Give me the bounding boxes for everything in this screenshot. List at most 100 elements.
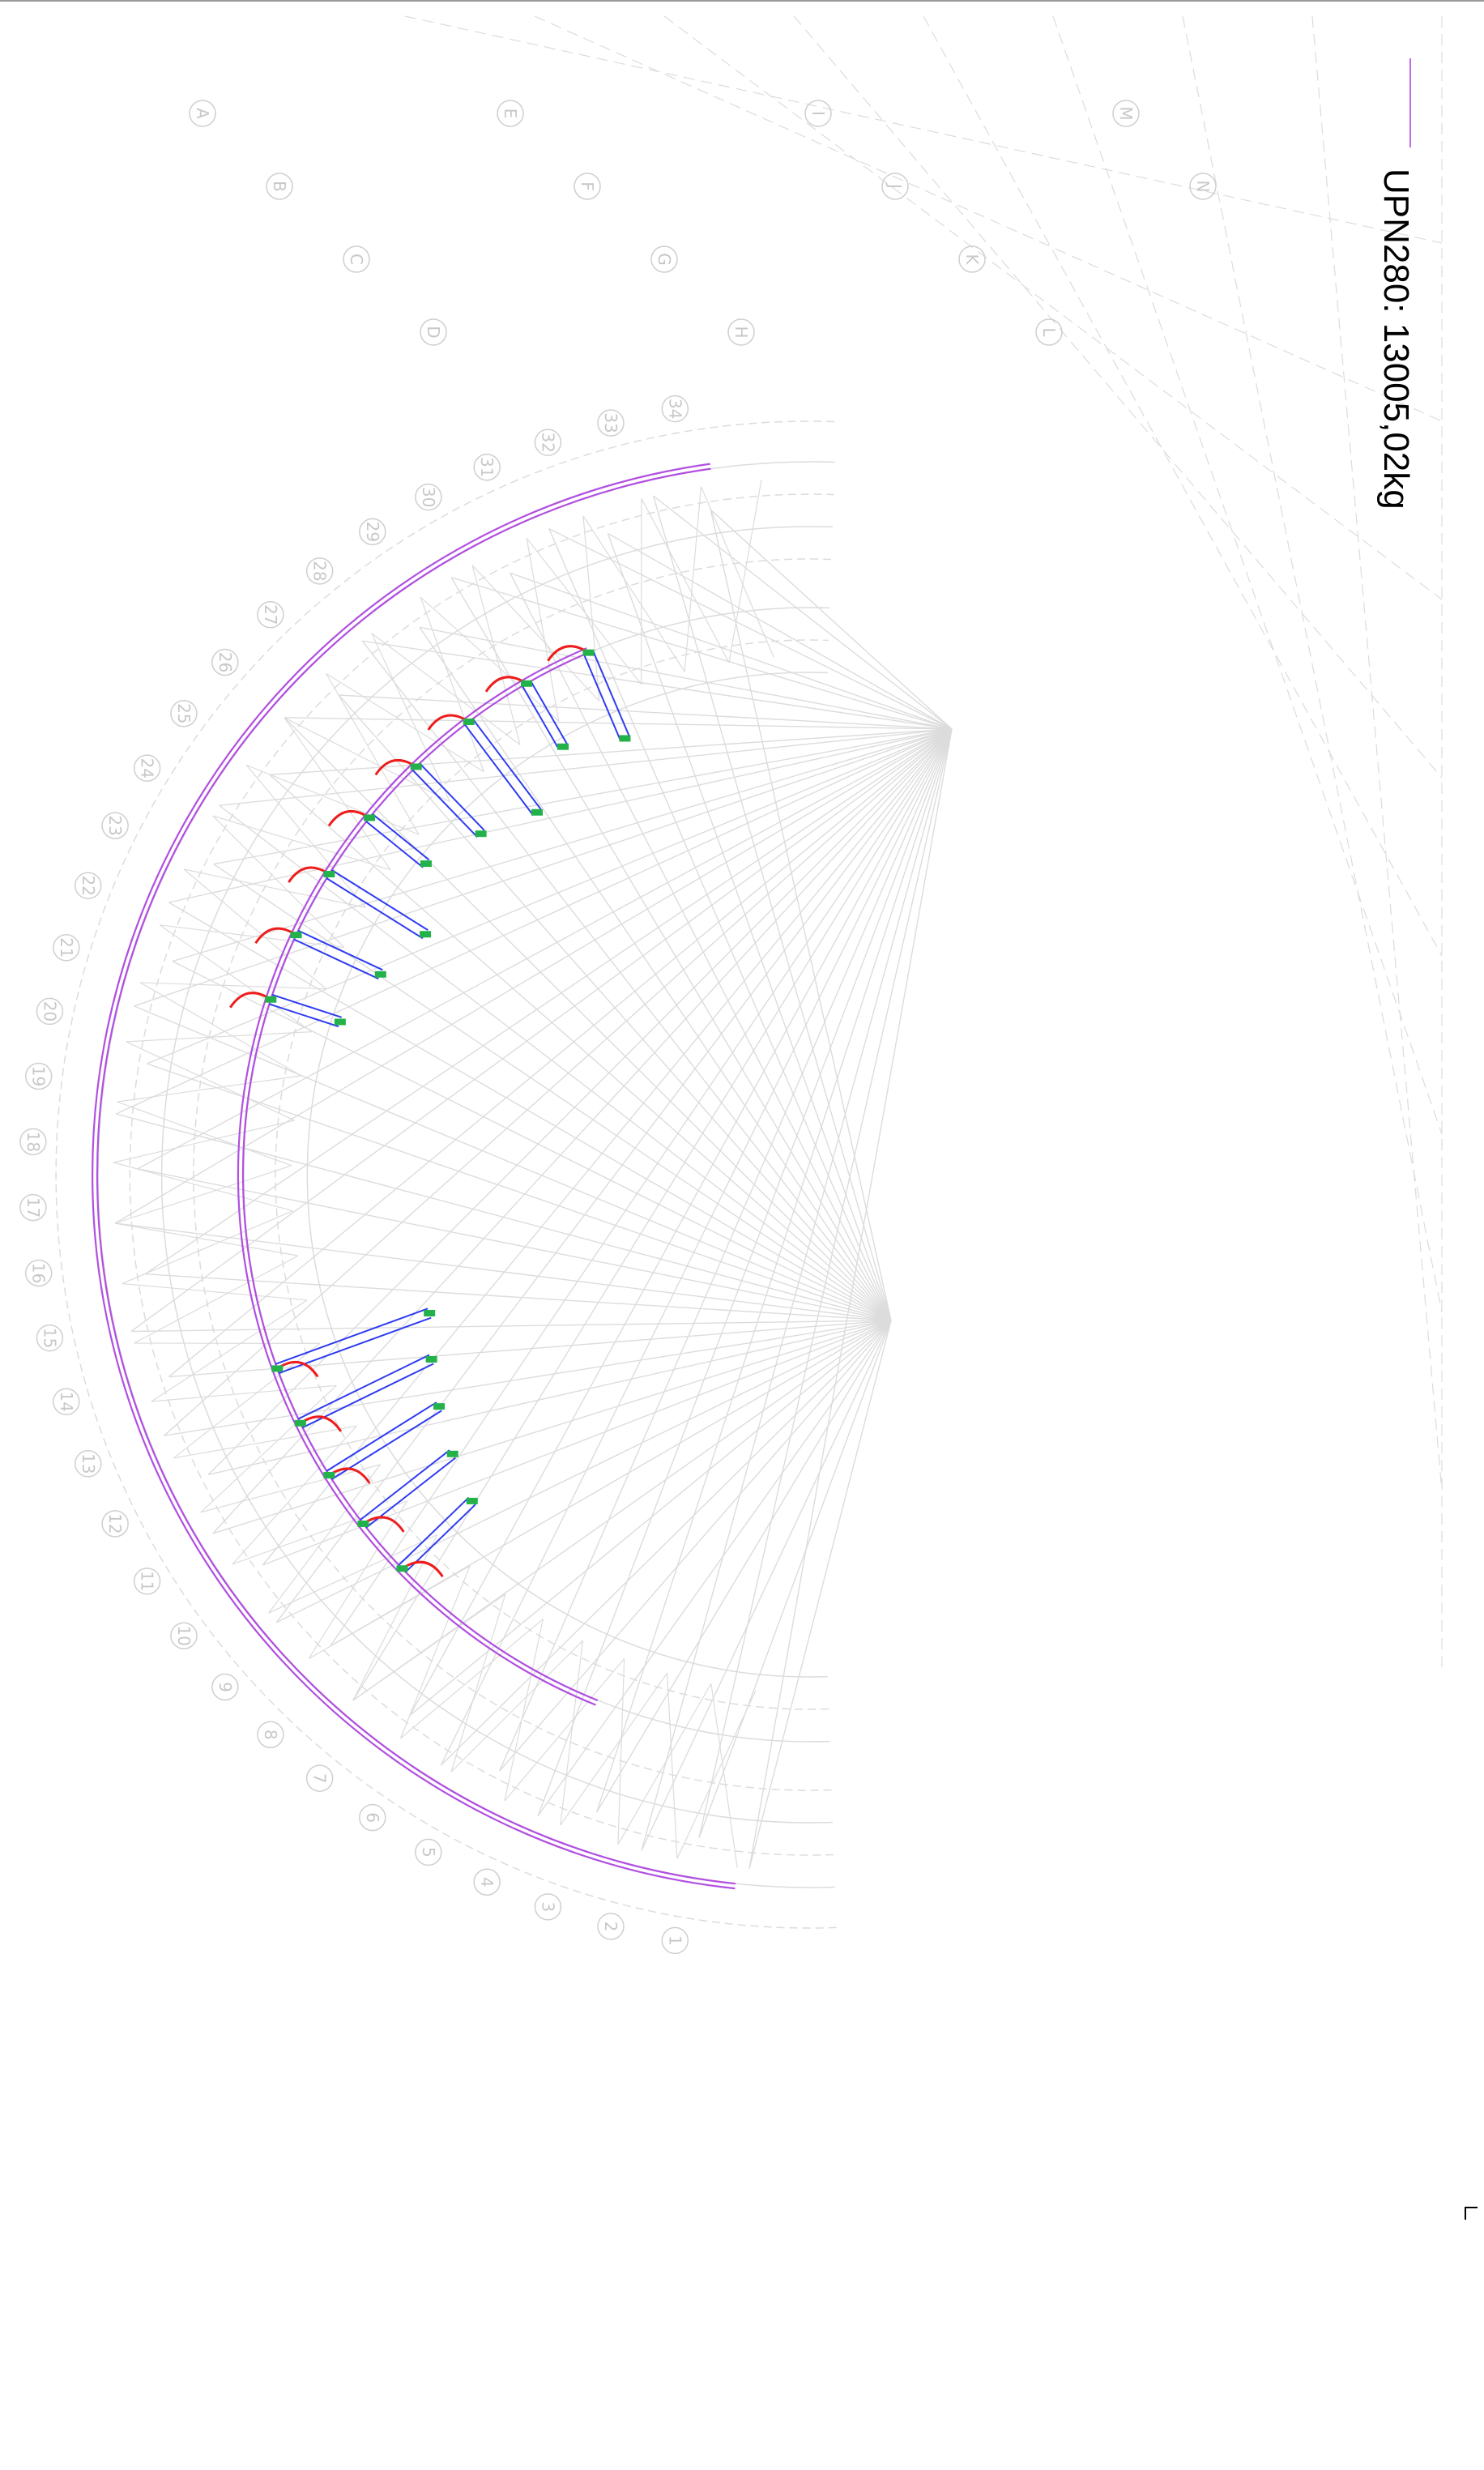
grid-brace [232,1500,407,1565]
grid-bubble: 15 [36,1324,64,1352]
grid-radial-line [168,728,953,903]
grid-bubble-circle [305,1764,334,1792]
grid-radial-line [207,728,953,1475]
grid-brace [450,1640,583,1773]
truss-chord [271,994,343,1018]
grid-brace [582,515,600,702]
grid-brace [232,1425,357,1565]
grid-bubble-circle [75,872,102,899]
grid-brace [114,1165,292,1224]
grid-brace [212,815,345,948]
grid-bubble-label: 23 [105,815,125,835]
grid-brace [309,1565,471,1659]
grid-bubble-circle [534,1893,562,1921]
grid-brace [352,1593,506,1701]
grid-radial-line [710,509,892,1321]
truss-chord [360,1449,450,1521]
grid-bubble-circle [133,1568,161,1595]
grid-radial-line [595,1320,892,1813]
truss-chord [592,650,630,737]
grid-radial-line [164,1320,892,1436]
grid-radial-line [275,728,953,1623]
truss-chord [326,877,424,940]
grid-brace [308,1500,408,1659]
grid-bubble-circle [497,100,524,127]
grid-bubble-label: 9 [215,1682,235,1692]
grid-radial-line [147,1063,892,1321]
truss-node [475,830,487,838]
truss-end-hook [427,714,470,731]
grid-bubble-label: 27 [261,604,280,625]
grid-radial-line [145,1273,892,1321]
upn280-profile [237,647,596,1706]
grid-radial-line [339,694,953,730]
grid-radial-line [499,728,953,1772]
truss-node [463,718,475,725]
grid-brace [582,515,685,672]
grid-bubble: M [1112,100,1140,127]
truss [547,645,631,742]
grid-diagonal-line [534,15,1443,422]
truss-node [425,1355,437,1363]
grid-radial-line [748,728,953,1869]
grid-bubble: 32 [534,429,562,456]
grid-brace [212,815,391,871]
grid-bubble-circle [727,318,755,346]
grid-brace [122,1282,308,1301]
truss [294,1354,437,1432]
grid-diagonal-line [1052,15,1443,1135]
grid-bubble-circle [574,173,601,200]
grid-bubble-circle [661,395,689,423]
grid-bubble-circle [804,100,832,127]
grid-brace [284,717,450,803]
grid-brace [284,717,391,871]
truss-chord [530,680,569,745]
truss-chord [297,929,383,971]
grid-bubble-label: 34 [665,399,684,419]
grid-brace [126,1030,312,1043]
grid-radial-line [116,1113,892,1321]
grid-radial-line [116,728,953,1115]
grid-brace [245,765,366,908]
grid-bubble-circle [211,648,239,676]
grid-radial-line [130,1320,892,1333]
truss-chord [269,1003,339,1028]
grid-brace [140,982,302,1077]
grid-brace [728,479,762,663]
grid-radial-line [450,577,953,730]
grid-brace [710,1683,738,1868]
grid-bubble-circle [24,1259,53,1287]
grid-bubble-label: G [655,253,674,266]
grid-bubble-label: 8 [261,1730,280,1740]
grid-bubble: 23 [101,812,129,839]
grid-brace [371,633,521,745]
grid-bubble-circle [101,812,129,839]
grid-bubbles: 1234567891011121314151617181920212223242… [19,100,1217,1955]
grid-radial-line [137,1168,892,1321]
grid-brace [173,1425,357,1459]
grid-bubble-circle [133,754,161,782]
grid-brace [117,1075,301,1103]
grid-radial-line [608,532,953,730]
grid-bubble-label: A [193,108,212,119]
grid-bubble-label: C [347,254,366,265]
grid-bubble-circle [19,1128,47,1156]
grid-bubble-circle [36,997,64,1026]
truss [396,1496,478,1578]
grid-radial-line [409,728,953,1716]
grid-radial-line [262,1320,892,1566]
grid-radial-line [361,640,892,1321]
grid-bubble-label: 24 [138,757,157,778]
truss-node [363,814,375,821]
grid-bubble: 16 [24,1259,53,1287]
grid-bubble-label: 17 [23,1197,43,1218]
grid-radial-line [510,572,892,1321]
truss [229,992,346,1028]
grid-bubble: 26 [211,648,239,676]
grid-bubble-label: D [424,326,443,338]
grid-bubble: H [727,318,755,346]
grid-brace [200,1464,381,1513]
grid-bubble: A [189,100,216,127]
grid-brace [700,486,774,658]
